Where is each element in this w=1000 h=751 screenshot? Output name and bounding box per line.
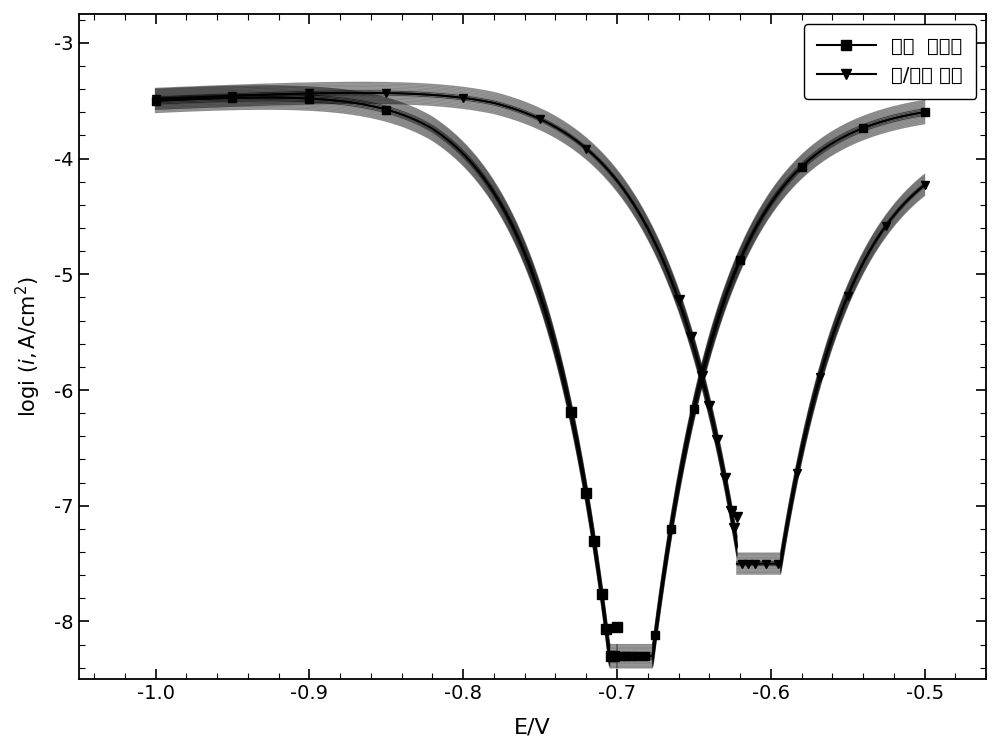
X-axis label: E/V: E/V (514, 717, 551, 737)
Y-axis label: logi $(i,$A/cm$^2)$: logi $(i,$A/cm$^2)$ (14, 276, 43, 417)
Legend: 空白  铝合金, 钓/硒转 化膜: 空白 铝合金, 钓/硒转 化膜 (804, 23, 976, 98)
